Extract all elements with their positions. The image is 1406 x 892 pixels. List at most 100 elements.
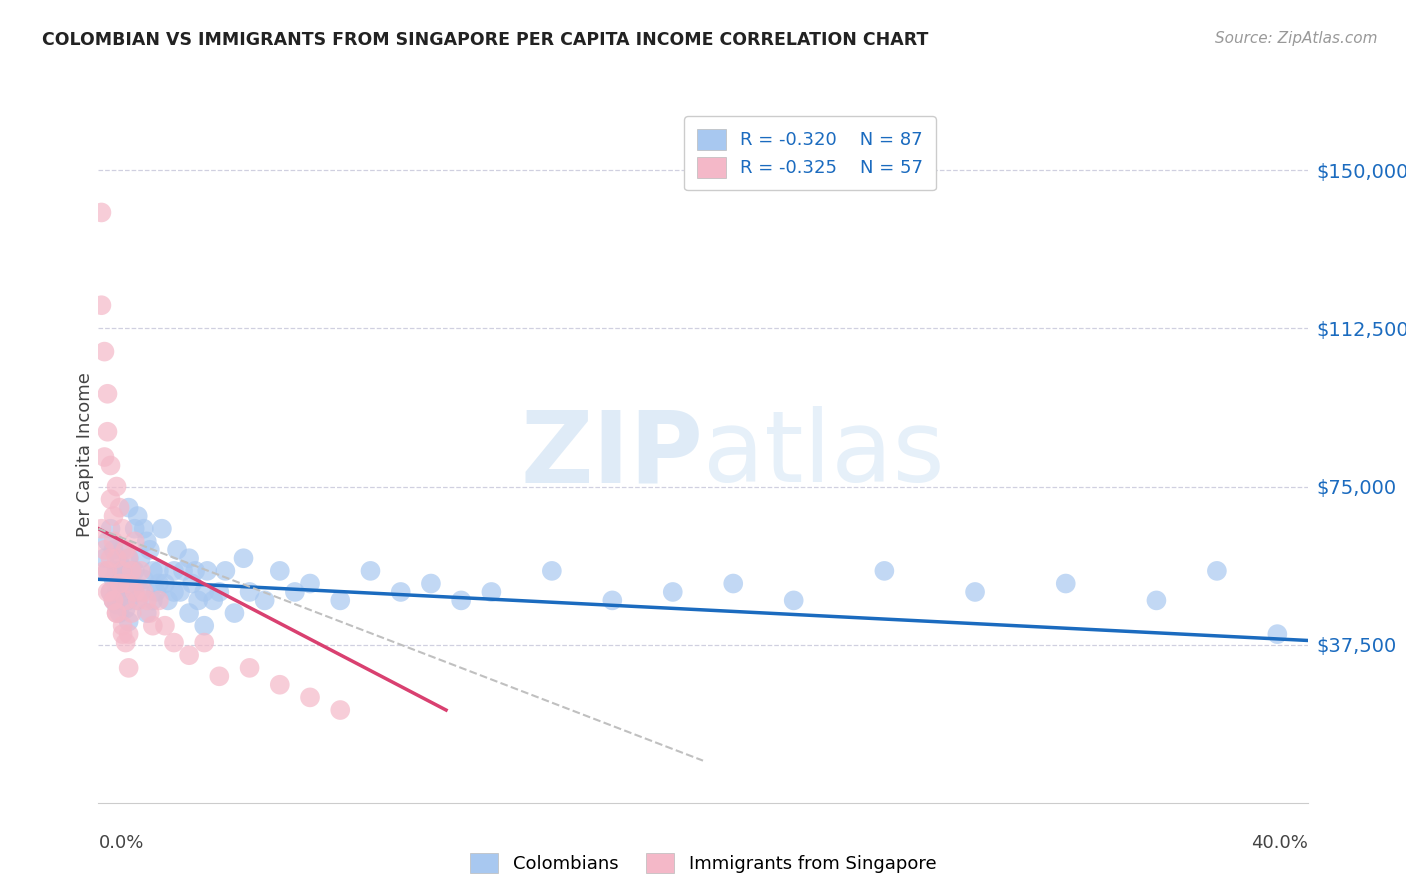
Point [184, 564, 207, 578]
Point [135, 534, 157, 549]
Point [232, 551, 254, 566]
Point [96, 564, 118, 578]
Point [782, 593, 804, 607]
Point [139, 606, 162, 620]
Point [142, 618, 165, 632]
Point [121, 585, 143, 599]
Point [208, 669, 231, 683]
Legend: Colombians, Immigrants from Singapore: Colombians, Immigrants from Singapore [458, 842, 948, 884]
Point [661, 585, 683, 599]
Text: COLOMBIAN VS IMMIGRANTS FROM SINGAPORE PER CAPITA INCOME CORRELATION CHART: COLOMBIAN VS IMMIGRANTS FROM SINGAPORE P… [42, 31, 928, 49]
Point [111, 618, 134, 632]
Point [111, 593, 134, 607]
Point [135, 606, 157, 620]
Point [103, 593, 125, 607]
Point [269, 678, 291, 692]
Point [111, 564, 134, 578]
Point [108, 500, 131, 515]
Point [103, 542, 125, 557]
Point [121, 606, 143, 620]
Point [195, 564, 218, 578]
Point [177, 648, 201, 663]
Point [121, 564, 143, 578]
Point [114, 542, 136, 557]
Point [100, 522, 122, 536]
Point [100, 458, 122, 473]
Point [103, 572, 125, 586]
Point [299, 690, 322, 705]
Point [148, 564, 170, 578]
Point [127, 593, 149, 607]
Point [187, 593, 209, 607]
Point [163, 564, 186, 578]
Text: ZIP: ZIP [520, 407, 703, 503]
Point [121, 564, 143, 578]
Point [93, 450, 115, 464]
Point [169, 585, 191, 599]
Point [124, 522, 146, 536]
Point [177, 606, 201, 620]
Point [142, 564, 165, 578]
Point [965, 585, 987, 599]
Text: Source: ZipAtlas.com: Source: ZipAtlas.com [1215, 31, 1378, 46]
Point [153, 576, 176, 591]
Point [177, 551, 201, 566]
Point [329, 593, 352, 607]
Point [145, 585, 167, 599]
Point [100, 585, 122, 599]
Point [214, 564, 236, 578]
Point [111, 522, 134, 536]
Point [139, 542, 162, 557]
Point [100, 551, 122, 566]
Point [1206, 564, 1229, 578]
Point [181, 576, 204, 591]
Point [269, 564, 291, 578]
Point [873, 564, 896, 578]
Point [481, 585, 503, 599]
Point [360, 564, 382, 578]
Point [108, 576, 131, 591]
Point [127, 593, 149, 607]
Point [105, 585, 128, 599]
Point [118, 615, 141, 629]
Point [142, 593, 165, 607]
Text: 0.0%: 0.0% [98, 834, 143, 852]
Point [96, 564, 118, 578]
Point [118, 593, 141, 607]
Point [111, 627, 134, 641]
Point [100, 585, 122, 599]
Point [132, 522, 155, 536]
Point [118, 661, 141, 675]
Point [114, 568, 136, 582]
Point [450, 593, 472, 607]
Point [284, 585, 307, 599]
Point [118, 627, 141, 641]
Point [103, 509, 125, 524]
Point [114, 635, 136, 649]
Point [132, 585, 155, 599]
Point [105, 606, 128, 620]
Point [166, 542, 188, 557]
Point [108, 606, 131, 620]
Point [93, 542, 115, 557]
Point [150, 522, 173, 536]
Point [135, 593, 157, 607]
Point [108, 576, 131, 591]
Point [96, 425, 118, 439]
Point [299, 576, 322, 591]
Point [129, 564, 152, 578]
Point [329, 703, 352, 717]
Point [111, 576, 134, 591]
Point [602, 593, 624, 607]
Point [108, 556, 131, 570]
Point [93, 564, 115, 578]
Point [1054, 576, 1077, 591]
Point [100, 492, 122, 507]
Point [124, 564, 146, 578]
Point [224, 606, 246, 620]
Point [103, 593, 125, 607]
Point [96, 386, 118, 401]
Point [129, 585, 152, 599]
Point [124, 534, 146, 549]
Point [96, 585, 118, 599]
